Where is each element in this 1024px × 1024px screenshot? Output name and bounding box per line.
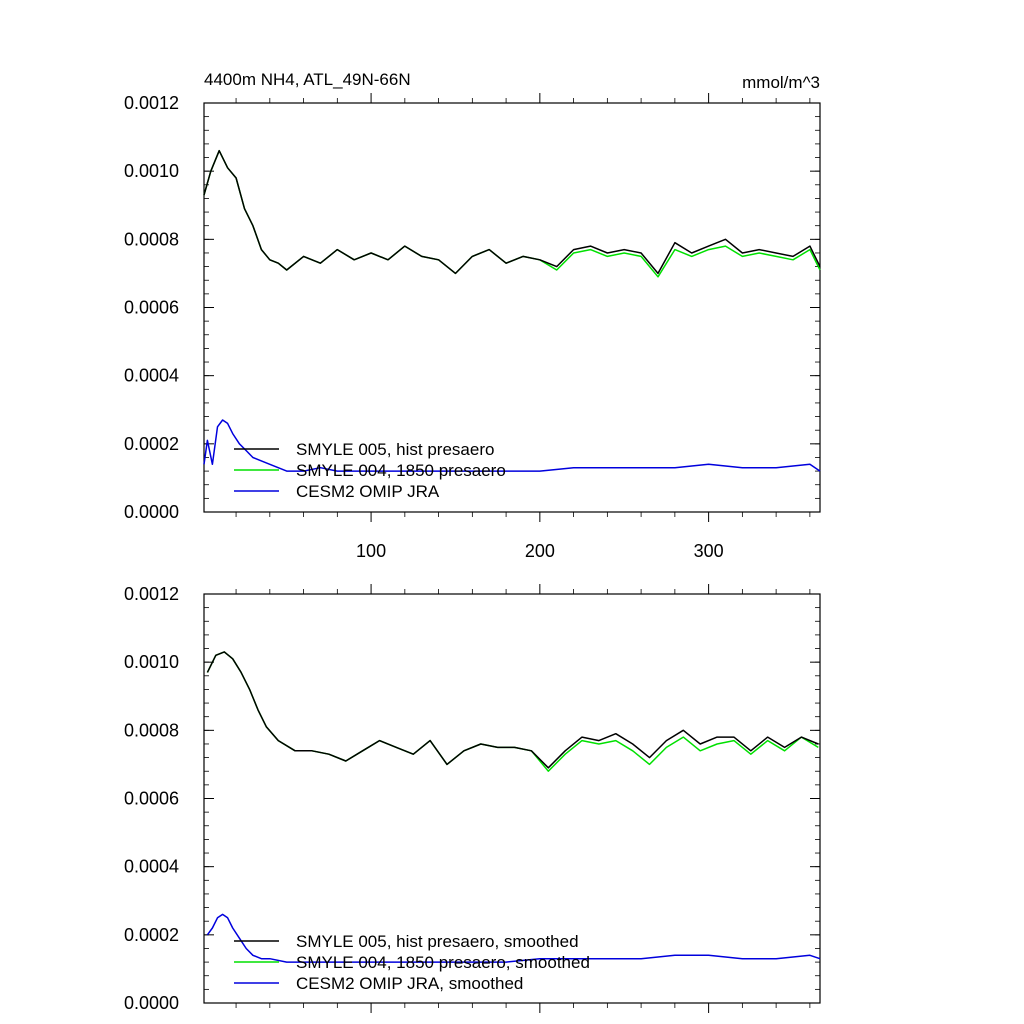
legend-label: CESM2 OMIP JRA, smoothed xyxy=(296,974,523,993)
y-tick-label: 0.0002 xyxy=(124,925,179,945)
series-line-smyle005 xyxy=(206,651,819,769)
x-tick-label: 200 xyxy=(525,541,555,561)
x-tick-label: 300 xyxy=(694,541,724,561)
legend-label: SMYLE 004, 1850 presaero, smoothed xyxy=(296,953,590,972)
y-tick-label: 0.0006 xyxy=(124,789,179,809)
y-tick-label: 0.0008 xyxy=(124,720,179,740)
y-tick-label: 0.0010 xyxy=(124,652,179,672)
y-tick-label: 0.0006 xyxy=(124,298,179,318)
series-line-cesm2 xyxy=(206,913,821,963)
series-line-smyle005 xyxy=(203,149,821,275)
series-line-smyle004 xyxy=(206,651,819,772)
y-tick-label: 0.0000 xyxy=(124,502,179,522)
y-tick-label: 0.0002 xyxy=(124,434,179,454)
legend-label: SMYLE 004, 1850 presaero xyxy=(296,461,506,480)
legend-label: SMYLE 005, hist presaero, smoothed xyxy=(296,932,579,951)
series-line-smyle004 xyxy=(203,149,821,278)
legend-label: SMYLE 005, hist presaero xyxy=(296,440,494,459)
series-line-cesm2 xyxy=(203,419,821,472)
legend-label: CESM2 OMIP JRA xyxy=(296,482,440,501)
units-label: mmol/m^3 xyxy=(742,73,820,92)
lower-panel: 0.0000 0.0002 0.0004 0.0006 0.0008 0.0010 0.00… xyxy=(124,584,821,1013)
y-tick-label: 0.0012 xyxy=(124,93,179,113)
y-tick-label: 0.0004 xyxy=(124,857,179,877)
y-tick-label: 0.0012 xyxy=(124,584,179,604)
y-tick-label: 0.0000 xyxy=(124,993,179,1013)
x-tick-label: 100 xyxy=(356,541,386,561)
y-tick-label: 0.0010 xyxy=(124,161,179,181)
upper-panel: 0.0000 0.0002 0.0004 0.0006 0.0008 0.0010 0.00… xyxy=(124,93,821,561)
chart-title: 4400m NH4, ATL_49N-66N xyxy=(204,70,411,89)
y-tick-label: 0.0004 xyxy=(124,366,179,386)
y-tick-label: 0.0008 xyxy=(124,229,179,249)
